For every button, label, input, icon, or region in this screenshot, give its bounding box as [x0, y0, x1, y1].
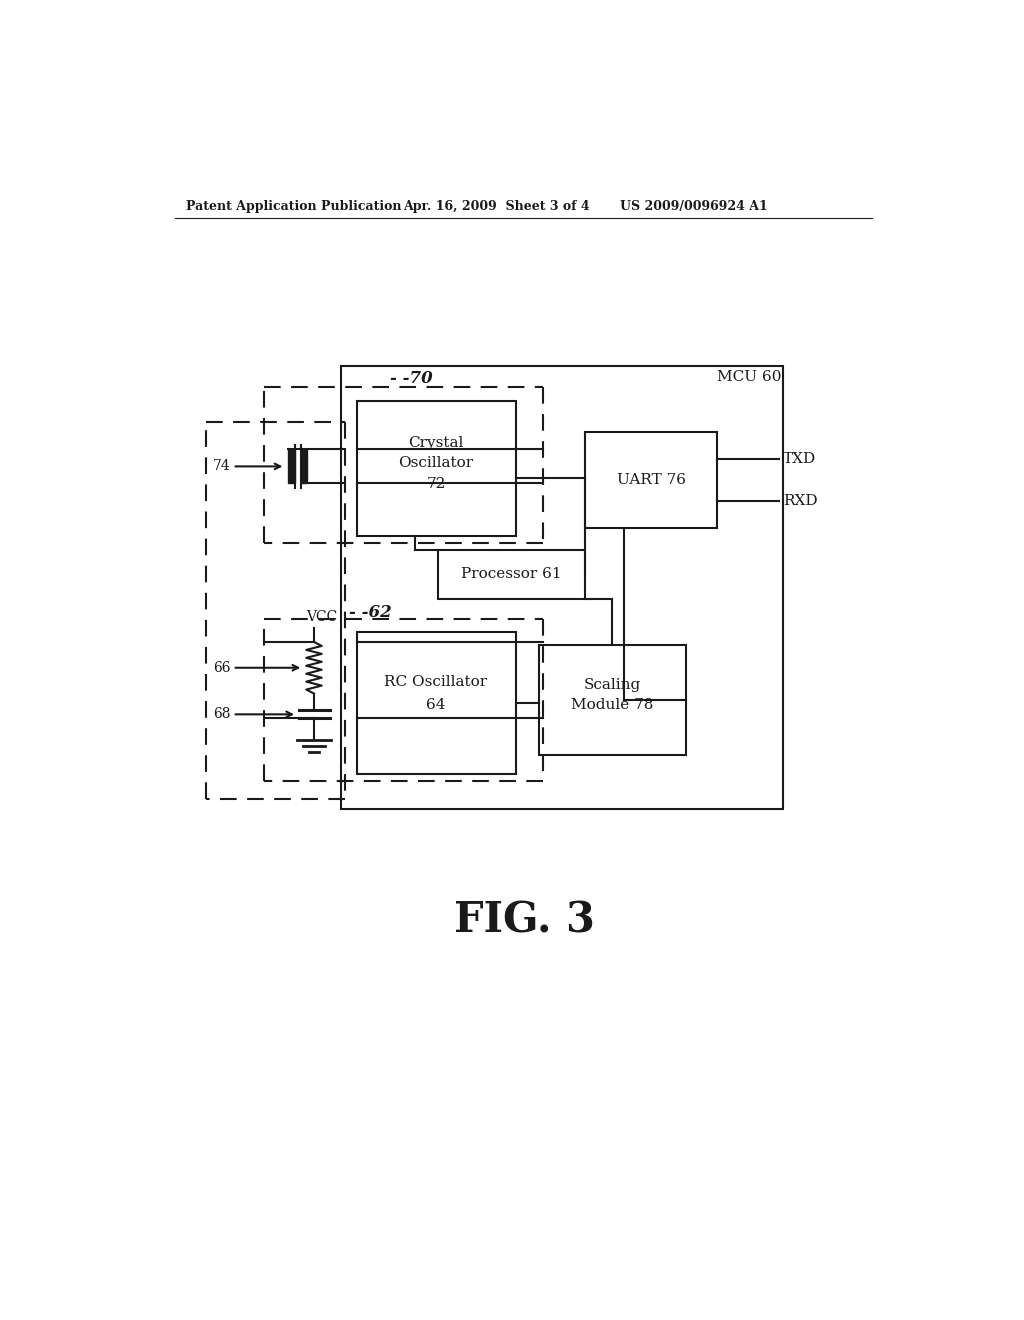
Text: - -62: - -62 — [349, 605, 391, 622]
Bar — [586, 432, 717, 528]
Text: 72: 72 — [426, 477, 445, 491]
Text: Processor 61: Processor 61 — [462, 568, 562, 581]
Text: 64: 64 — [426, 698, 445, 711]
Text: - -70: - -70 — [390, 370, 433, 387]
Text: VCC: VCC — [306, 610, 337, 624]
Text: Scaling: Scaling — [584, 678, 641, 692]
Text: 66: 66 — [213, 661, 230, 675]
Text: Apr. 16, 2009  Sheet 3 of 4: Apr. 16, 2009 Sheet 3 of 4 — [403, 199, 590, 213]
Bar — [356, 632, 515, 775]
Bar — [341, 367, 783, 809]
Text: US 2009/0096924 A1: US 2009/0096924 A1 — [621, 199, 768, 213]
Text: TXD: TXD — [783, 451, 816, 466]
Bar — [301, 449, 307, 483]
Text: 74: 74 — [213, 459, 230, 474]
Text: RXD: RXD — [783, 494, 817, 508]
Text: Module 78: Module 78 — [571, 698, 653, 711]
Text: Oscillator: Oscillator — [398, 455, 474, 470]
Text: Patent Application Publication: Patent Application Publication — [186, 199, 401, 213]
Text: RC Oscillator: RC Oscillator — [384, 675, 487, 689]
Text: MCU 60: MCU 60 — [717, 370, 781, 384]
Bar — [438, 549, 586, 599]
Bar — [356, 401, 515, 536]
Bar — [539, 645, 686, 755]
Bar — [289, 449, 295, 483]
Text: FIG. 3: FIG. 3 — [455, 900, 595, 941]
Text: 68: 68 — [213, 708, 230, 721]
Text: Crystal: Crystal — [409, 437, 464, 450]
Text: UART 76: UART 76 — [616, 473, 686, 487]
